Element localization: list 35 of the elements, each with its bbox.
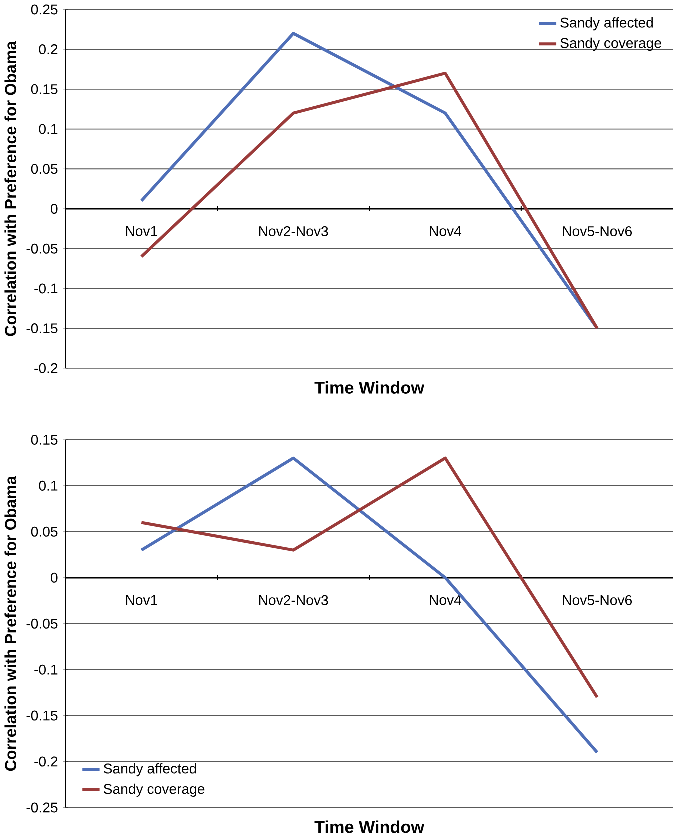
x-tick-label: Nov5-Nov6 <box>563 226 632 236</box>
x-tick-label: Nov1 <box>126 226 158 236</box>
x-tick-label: Nov2-Nov3 <box>259 595 328 606</box>
y-axis-title: Correlation with Preference for Obama <box>4 476 16 772</box>
y-tick-label: -0.05 <box>26 244 58 254</box>
legend-label: Sandy affected <box>560 18 653 31</box>
y-tick-label: 0.2 <box>39 44 58 55</box>
y-tick-label: 0.25 <box>31 4 58 15</box>
y-tick-label: 0.15 <box>31 84 58 94</box>
x-tick-label: Nov4 <box>430 595 462 606</box>
y-tick-label: -0.2 <box>34 756 58 767</box>
y-tick-label: 0.15 <box>31 434 58 445</box>
legend-label: Sandy coverage <box>560 38 662 52</box>
y-axis-title: Correlation with Preference for Obama <box>4 41 16 336</box>
legend-label: Sandy affected <box>104 763 196 777</box>
y-tick-label: -0.2 <box>34 363 58 374</box>
y-tick-label: -0.25 <box>26 802 58 813</box>
y-tick-label: 0.05 <box>31 164 58 174</box>
x-tick-label: Nov5-Nov6 <box>563 595 632 606</box>
y-tick-label: 0.1 <box>39 124 58 134</box>
x-tick-label: Nov1 <box>126 595 158 606</box>
y-tick-label: -0.1 <box>34 284 58 294</box>
x-tick-label: Nov2-Nov3 <box>259 226 328 236</box>
x-axis-title: Time Window <box>314 820 424 834</box>
y-tick-label: -0.05 <box>26 618 58 629</box>
y-tick-label: 0 <box>50 572 58 583</box>
y-tick-label: -0.15 <box>26 324 58 334</box>
x-axis-title: Time Window <box>314 381 424 394</box>
y-tick-label: 0.05 <box>31 526 58 537</box>
x-tick-label: Nov4 <box>430 226 462 236</box>
y-tick-label: -0.15 <box>26 710 58 721</box>
y-tick-label: 0 <box>50 204 58 214</box>
y-tick-label: 0.1 <box>39 480 58 491</box>
legend-label: Sandy coverage <box>104 784 205 797</box>
y-tick-label: -0.1 <box>34 664 58 675</box>
